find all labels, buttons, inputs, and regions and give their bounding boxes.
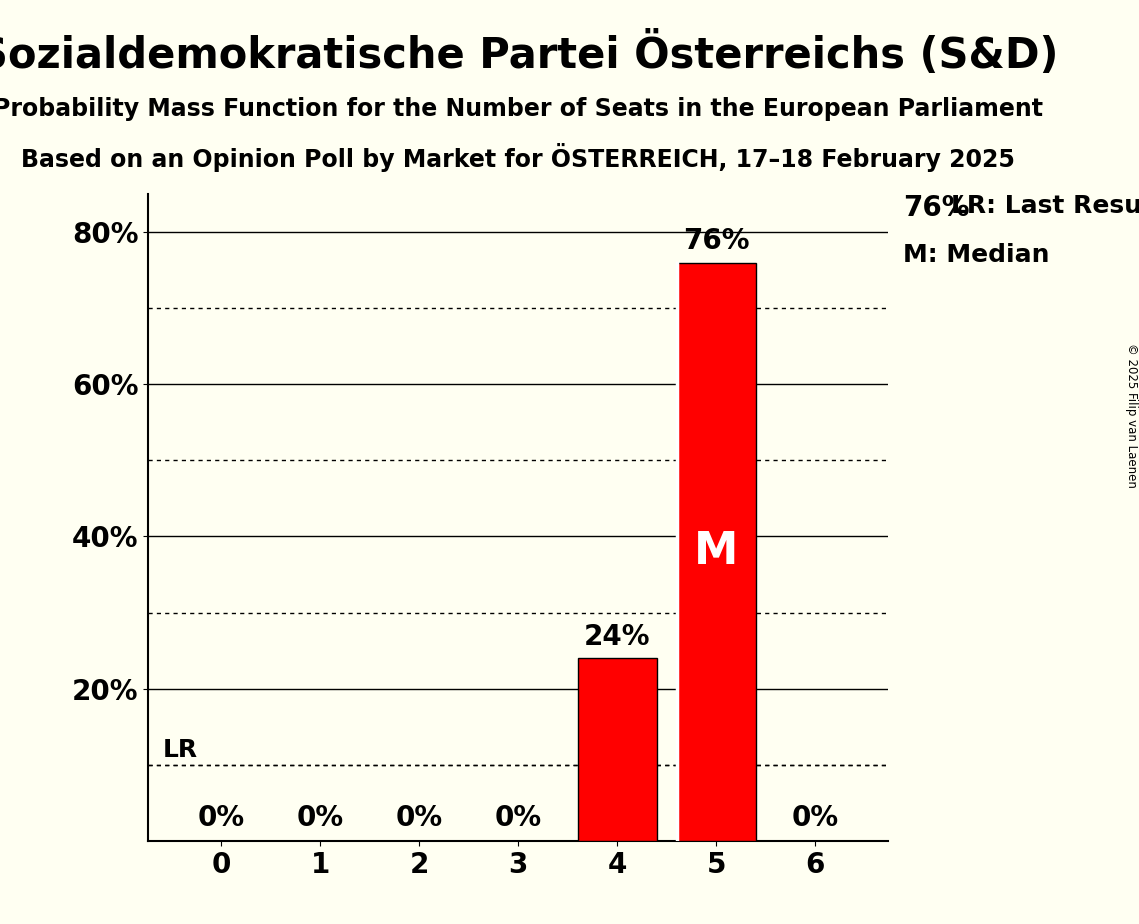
Text: 76%: 76%: [903, 194, 969, 222]
Bar: [677, 262, 756, 841]
Text: 76%: 76%: [683, 227, 749, 255]
Text: LR: LR: [163, 737, 198, 761]
Text: © 2025 Filip van Laenen: © 2025 Filip van Laenen: [1124, 344, 1138, 488]
Bar: [577, 658, 657, 841]
Text: 0%: 0%: [395, 804, 443, 832]
Text: M: M: [694, 530, 738, 573]
Text: M: Median: M: Median: [903, 242, 1050, 266]
Text: LR: Last Result: LR: Last Result: [951, 194, 1139, 218]
Text: Based on an Opinion Poll by Market for ÖSTERREICH, 17–18 February 2025: Based on an Opinion Poll by Market for Ö…: [22, 143, 1015, 172]
Text: 0%: 0%: [792, 804, 838, 832]
Text: Probability Mass Function for the Number of Seats in the European Parliament: Probability Mass Function for the Number…: [0, 97, 1043, 121]
Text: 0%: 0%: [494, 804, 542, 832]
Text: 24%: 24%: [584, 623, 650, 650]
Text: 0%: 0%: [198, 804, 245, 832]
Text: Sozialdemokratische Partei Österreichs (S&D): Sozialdemokratische Partei Österreichs (…: [0, 32, 1058, 78]
Text: 0%: 0%: [297, 804, 344, 832]
